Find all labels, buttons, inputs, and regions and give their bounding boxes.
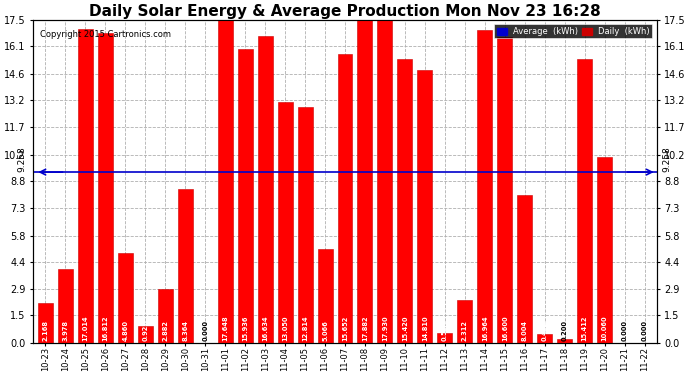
Legend: Average  (kWh), Daily  (kWh): Average (kWh), Daily (kWh) bbox=[494, 24, 653, 39]
Text: 10.060: 10.060 bbox=[602, 315, 608, 341]
Text: 14.810: 14.810 bbox=[422, 315, 428, 341]
Text: 12.814: 12.814 bbox=[302, 315, 308, 341]
Bar bbox=[518, 195, 532, 342]
Text: 15.420: 15.420 bbox=[402, 316, 408, 341]
Text: 2.312: 2.312 bbox=[462, 320, 468, 341]
Text: 0.000: 0.000 bbox=[622, 320, 628, 341]
Bar bbox=[118, 253, 132, 342]
Bar bbox=[78, 29, 93, 342]
Text: 13.050: 13.050 bbox=[282, 316, 288, 341]
Bar bbox=[457, 300, 473, 342]
Bar bbox=[417, 70, 433, 342]
Text: 16.600: 16.600 bbox=[502, 315, 508, 341]
Text: 17.014: 17.014 bbox=[82, 315, 88, 341]
Text: 9.258: 9.258 bbox=[662, 146, 671, 172]
Text: 17.882: 17.882 bbox=[362, 315, 368, 341]
Text: 0.000: 0.000 bbox=[642, 320, 648, 341]
Text: 2.882: 2.882 bbox=[162, 320, 168, 341]
Bar bbox=[558, 339, 572, 342]
Text: 15.936: 15.936 bbox=[242, 316, 248, 341]
Bar bbox=[397, 58, 413, 342]
Text: Copyright 2015 Cartronics.com: Copyright 2015 Cartronics.com bbox=[39, 30, 170, 39]
Bar bbox=[538, 334, 552, 342]
Title: Daily Solar Energy & Average Production Mon Nov 23 16:28: Daily Solar Energy & Average Production … bbox=[89, 4, 601, 19]
Text: 15.652: 15.652 bbox=[342, 316, 348, 341]
Bar bbox=[217, 18, 233, 342]
Bar bbox=[377, 12, 393, 342]
Bar bbox=[138, 326, 152, 342]
Bar bbox=[497, 37, 512, 342]
Bar bbox=[337, 54, 353, 342]
Text: 0.534: 0.534 bbox=[442, 320, 448, 341]
Text: 0.452: 0.452 bbox=[542, 320, 548, 341]
Text: 5.066: 5.066 bbox=[322, 320, 328, 341]
Bar bbox=[277, 102, 293, 342]
Text: 15.412: 15.412 bbox=[582, 316, 588, 341]
Text: 4.860: 4.860 bbox=[122, 320, 128, 341]
Bar bbox=[38, 303, 53, 342]
Text: 16.634: 16.634 bbox=[262, 315, 268, 341]
Bar bbox=[257, 36, 273, 342]
Bar bbox=[437, 333, 453, 342]
Text: 2.168: 2.168 bbox=[42, 320, 48, 341]
Bar bbox=[158, 290, 172, 342]
Text: 9.258: 9.258 bbox=[17, 146, 26, 172]
Text: 3.978: 3.978 bbox=[62, 320, 68, 341]
Bar bbox=[297, 106, 313, 342]
Text: 17.930: 17.930 bbox=[382, 315, 388, 341]
Text: 17.648: 17.648 bbox=[222, 315, 228, 341]
Text: 8.004: 8.004 bbox=[522, 320, 528, 341]
Bar bbox=[317, 249, 333, 342]
Text: 16.812: 16.812 bbox=[102, 315, 108, 341]
Bar bbox=[98, 33, 113, 342]
Text: 0.200: 0.200 bbox=[562, 320, 568, 341]
Bar bbox=[597, 158, 612, 342]
Bar bbox=[237, 49, 253, 342]
Text: 16.964: 16.964 bbox=[482, 315, 488, 341]
Text: 0.922: 0.922 bbox=[142, 320, 148, 341]
Bar bbox=[357, 13, 373, 342]
Text: 0.000: 0.000 bbox=[202, 320, 208, 341]
Text: 8.364: 8.364 bbox=[182, 320, 188, 341]
Bar bbox=[577, 59, 592, 342]
Bar bbox=[477, 30, 492, 342]
Bar bbox=[58, 269, 73, 342]
Bar bbox=[178, 189, 193, 342]
